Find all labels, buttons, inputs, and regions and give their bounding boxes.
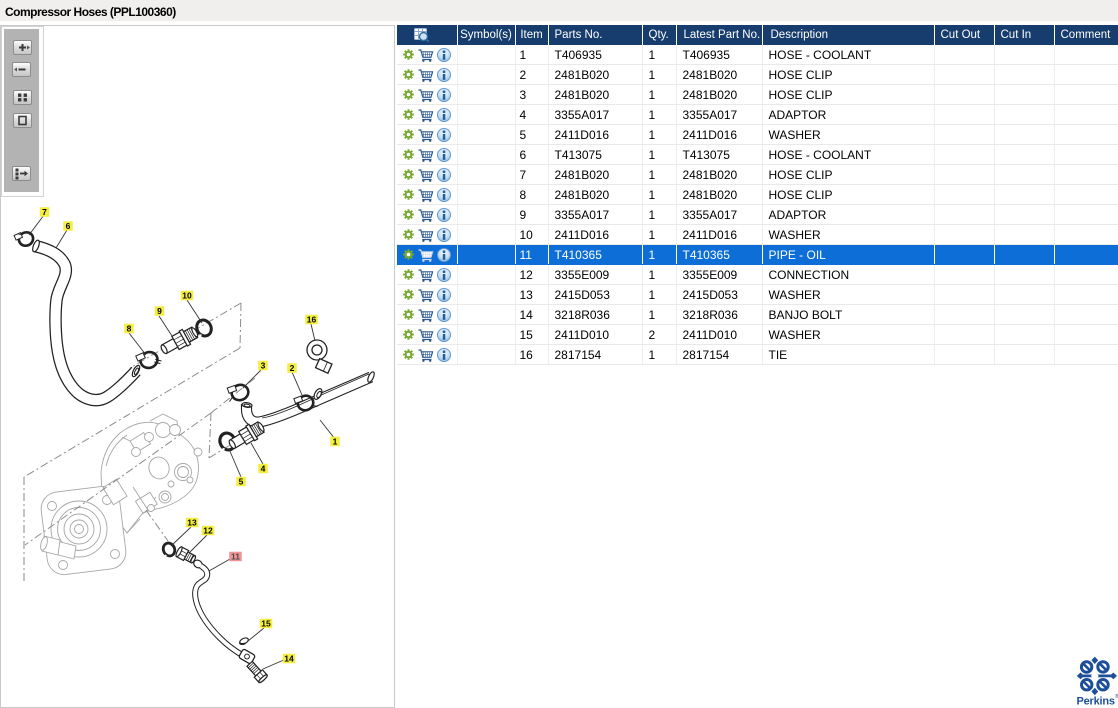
- svg-text:®: ®: [1115, 693, 1118, 700]
- svg-text:7: 7: [42, 207, 47, 217]
- svg-text:13: 13: [187, 518, 197, 528]
- svg-text:2: 2: [290, 363, 295, 373]
- svg-text:15: 15: [261, 619, 271, 629]
- svg-text:14: 14: [284, 654, 294, 664]
- svg-text:6: 6: [66, 221, 71, 231]
- svg-text:9: 9: [157, 306, 162, 316]
- svg-text:5: 5: [239, 477, 244, 487]
- svg-text:8: 8: [127, 324, 132, 334]
- svg-text:10: 10: [182, 291, 192, 301]
- svg-text:3: 3: [261, 361, 266, 371]
- svg-text:4: 4: [261, 464, 266, 474]
- svg-text:1: 1: [333, 437, 338, 447]
- svg-text:16: 16: [307, 315, 317, 325]
- svg-text:Perkins: Perkins: [1077, 696, 1115, 708]
- svg-text:12: 12: [203, 526, 213, 536]
- svg-text:11: 11: [231, 552, 240, 562]
